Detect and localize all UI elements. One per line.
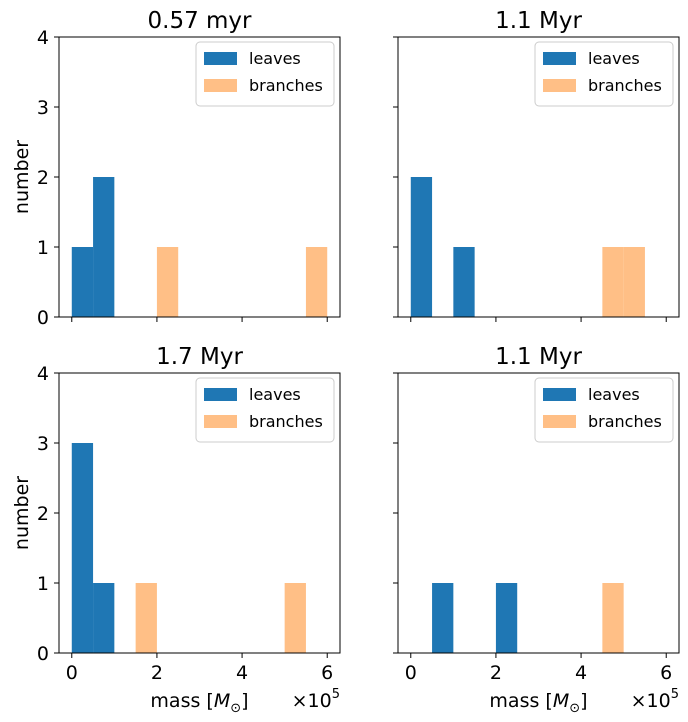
legend-swatch-branches	[204, 79, 237, 92]
hist-bar-leaves-1	[71, 247, 94, 317]
hist-bar-leaves-1	[71, 443, 94, 653]
legend-label-leaves: leaves	[588, 385, 640, 404]
legend-label-branches: branches	[249, 76, 323, 95]
x-tick-label: 6	[660, 662, 672, 684]
subplot-2: 1.1 Myr leaves branches	[393, 8, 680, 322]
legend-swatch-branches	[204, 415, 237, 428]
subplot-title: 1.1 Myr	[495, 344, 582, 370]
y-tick-label: 1	[37, 237, 49, 259]
legend: leaves branches	[534, 41, 674, 107]
hist-bar-branches-2	[284, 583, 306, 653]
y-tick-label: 3	[37, 433, 49, 455]
subplot-4: 1.1 Myr 0 2 4 6 mass [M⊙] ×105 leaves branches	[393, 344, 680, 716]
x-tick-label: 4	[575, 662, 587, 684]
y-tick-label: 2	[37, 503, 49, 525]
legend-label-leaves: leaves	[588, 49, 640, 68]
x-tick-label: 2	[490, 662, 502, 684]
legend-label-branches: branches	[249, 412, 323, 431]
hist-bar-branches-2	[623, 247, 645, 317]
x-tick-label: 4	[236, 662, 248, 684]
hist-bar-branches-1	[602, 247, 624, 317]
x-tick-label: 6	[321, 662, 333, 684]
y-tick-label: 1	[37, 573, 49, 595]
legend: leaves branches	[195, 377, 335, 443]
hist-bar-leaves-2	[93, 177, 115, 317]
subplot-title: 1.7 Myr	[156, 344, 243, 370]
subplot-title: 0.57 myr	[148, 8, 253, 34]
hist-bar-branches-1	[135, 583, 157, 653]
x-axis-label: mass [M⊙]	[150, 690, 248, 716]
legend-swatch-leaves	[204, 388, 237, 401]
x-axis-label: mass [M⊙]	[489, 690, 587, 716]
subplot-3: 1.7 Myr 0 2 4 6 0 1 2 3 4 number mass [M⊙] ×105 leave…	[11, 344, 341, 716]
hist-bar-branches-2	[305, 247, 328, 317]
legend-label-branches: branches	[588, 412, 662, 431]
x-offset-multiplier: ×105	[292, 687, 340, 712]
x-tick-label: 0	[66, 662, 78, 684]
subplot-1: 0.57 myr 0 1 2 3 4 number leaves branches	[11, 8, 341, 329]
hist-bar-branches-1	[156, 247, 179, 317]
x-tick-label: 2	[151, 662, 163, 684]
y-tick-label: 0	[37, 307, 49, 329]
subplot-title: 1.1 Myr	[495, 8, 582, 34]
x-tick-label: 0	[405, 662, 417, 684]
legend-swatch-leaves	[543, 388, 576, 401]
hist-bar-branches-1	[602, 583, 624, 653]
y-tick-label: 2	[37, 167, 49, 189]
legend-swatch-leaves	[543, 52, 576, 65]
legend: leaves branches	[534, 377, 674, 443]
legend-swatch-leaves	[204, 52, 237, 65]
x-offset-multiplier: ×105	[631, 687, 679, 712]
hist-bar-leaves-1	[432, 583, 454, 653]
legend-swatch-branches	[543, 79, 576, 92]
legend-label-leaves: leaves	[249, 49, 301, 68]
hist-bar-leaves-2	[495, 583, 518, 653]
legend-label-branches: branches	[588, 76, 662, 95]
legend-swatch-branches	[543, 415, 576, 428]
legend: leaves branches	[195, 41, 335, 107]
hist-bar-leaves-1	[410, 177, 433, 317]
y-tick-label: 3	[37, 97, 49, 119]
y-tick-label: 4	[37, 363, 49, 385]
legend-label-leaves: leaves	[249, 385, 301, 404]
hist-bar-leaves-2	[453, 247, 475, 317]
y-axis-label: number	[11, 476, 33, 550]
hist-bar-leaves-2	[93, 583, 115, 653]
y-tick-label: 4	[37, 27, 49, 49]
y-axis-label: number	[11, 140, 33, 214]
y-tick-label: 0	[37, 643, 49, 665]
